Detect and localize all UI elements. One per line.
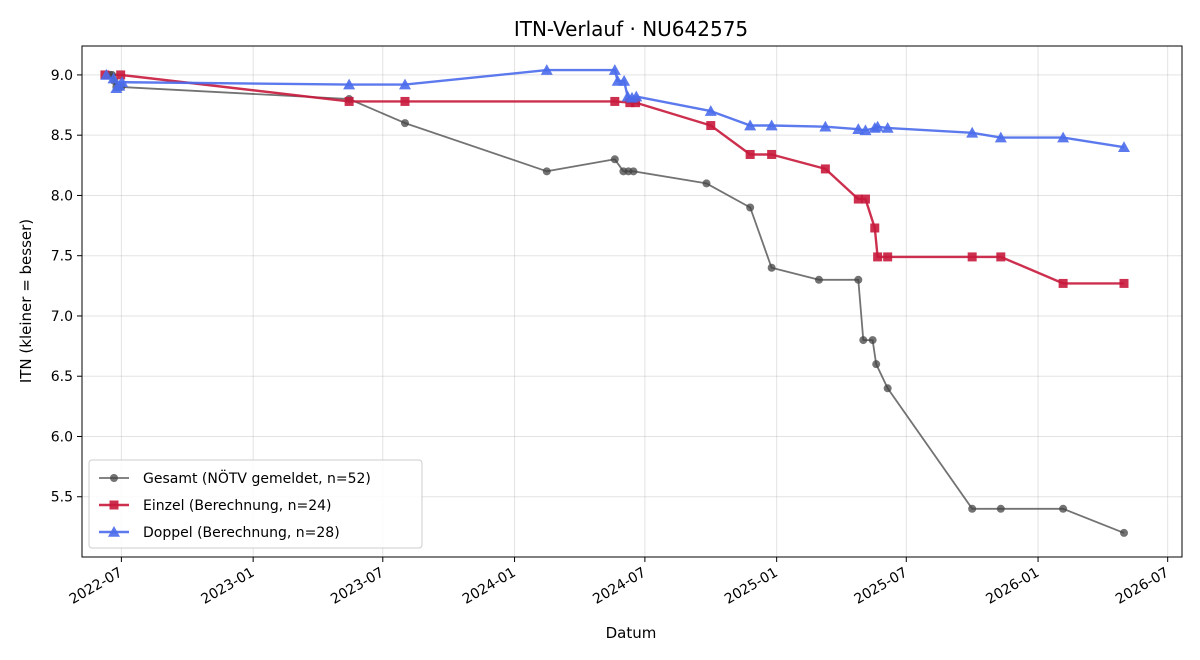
data-point (1059, 504, 1068, 513)
y-tick-label: 6.0 (51, 429, 73, 445)
data-point (629, 167, 638, 176)
data-point (746, 203, 755, 212)
data-point (868, 336, 877, 345)
data-point (116, 70, 126, 80)
y-axis-ticks: 5.5 6.0 6.5 7.0 7.5 8.0 8.5 9.0 (51, 68, 82, 506)
legend-marker-2 (108, 526, 120, 537)
data-point (704, 105, 717, 116)
data-point (116, 76, 129, 87)
data-point (631, 98, 641, 108)
data-point (871, 120, 884, 132)
data-point (344, 96, 354, 106)
data-point (1119, 528, 1128, 537)
data-point (1117, 141, 1130, 153)
data-point (870, 223, 880, 233)
y-tick-label: 7.5 (51, 249, 73, 265)
data-point (968, 504, 977, 513)
data-point (610, 96, 620, 106)
data-point (820, 164, 830, 174)
data-point (883, 384, 892, 393)
y-axis-label: ITN (kleiner = besser) (17, 219, 35, 383)
data-point (630, 90, 643, 102)
data-point (859, 124, 872, 136)
data-point (994, 131, 1007, 143)
data-point (625, 98, 635, 108)
data-point (852, 123, 865, 134)
y-tick-label: 5.5 (51, 490, 73, 506)
chart-title: ITN-Verlauf · NU642575 (514, 17, 748, 41)
data-point (883, 252, 893, 262)
data-point (542, 167, 551, 176)
series-line-1 (104, 73, 1124, 285)
data-point (873, 252, 883, 262)
data-point (400, 96, 410, 106)
legend-box (88, 459, 423, 549)
data-point (767, 149, 777, 159)
data-point (765, 119, 778, 131)
legend-label-1: Einzel (Berechnung, n=24) (143, 498, 332, 514)
data-point (610, 155, 619, 164)
legend-marker-0 (110, 474, 118, 482)
data-point (967, 252, 977, 262)
data-point (853, 194, 863, 204)
data-point (608, 64, 621, 75)
data-point (966, 126, 979, 138)
legend-marker-1 (109, 500, 119, 510)
data-point (540, 64, 553, 75)
data-point (854, 275, 863, 284)
y-tick-label: 9.0 (51, 68, 73, 84)
data-point (107, 72, 120, 84)
data-point (996, 504, 1005, 513)
y-tick-label: 6.5 (51, 369, 73, 385)
legend-label-2: Doppel (Berechnung, n=28) (143, 525, 340, 541)
legend-label-0: Gesamt (NÖTV gemeldet, n=52) (143, 469, 371, 487)
data-point (745, 149, 755, 159)
data-point (1119, 278, 1129, 288)
data-point (767, 263, 776, 272)
data-point (398, 78, 411, 90)
series-markers (100, 64, 1130, 537)
data-point (702, 179, 711, 188)
data-point (996, 252, 1006, 262)
data-point (618, 74, 631, 86)
data-point (860, 194, 870, 204)
data-point (706, 121, 716, 131)
data-point (881, 121, 894, 133)
data-point (400, 119, 409, 128)
y-tick-label: 8.5 (51, 128, 73, 144)
data-point (1057, 131, 1070, 143)
data-point (819, 120, 832, 132)
data-point (859, 336, 868, 345)
legend: Gesamt (NÖTV gemeldet, n=52) Einzel (Bere… (88, 459, 423, 549)
y-tick-label: 7.0 (51, 309, 73, 325)
plot-frame (81, 45, 1183, 558)
data-point (1058, 278, 1068, 288)
data-point (744, 119, 757, 131)
data-point (872, 360, 881, 369)
y-tick-label: 8.0 (51, 188, 73, 204)
x-axis-label: Datum (606, 624, 657, 642)
data-point (343, 78, 356, 90)
data-point (814, 275, 823, 284)
data-point (100, 68, 113, 80)
